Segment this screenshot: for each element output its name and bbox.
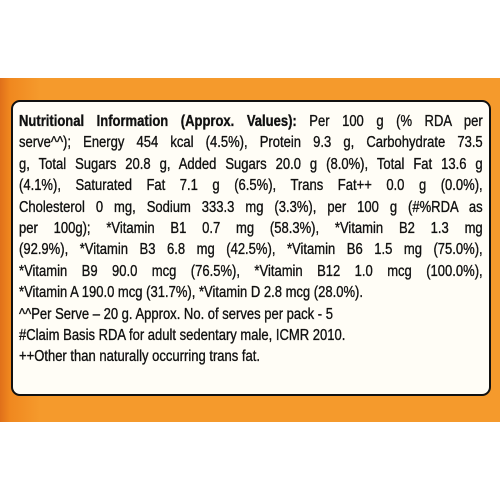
text-line: per 100g); *Vitamin B1 0.7 mg (58.3%), *… (19, 220, 483, 238)
text-line: *Vitamin B9 90.0 mcg (76.5%), *Vitamin B… (19, 262, 483, 280)
text-line: serve^^); Energy 454 kcal (4.5%), Protei… (19, 134, 483, 152)
text-line: g, Total Sugars 20.8 g, Added Sugars 20.… (19, 155, 483, 173)
panel-text: Nutritional Information (Approx. Values)… (19, 111, 483, 368)
text-line: *Vitamin A 190.0 mcg (31.7%), *Vitamin D… (19, 284, 363, 302)
text-line: Cholesterol 0 mg, Sodium 333.3 mg (3.3%)… (19, 198, 483, 216)
footnote: ^^Per Serve – 20 g. Approx. No. of serve… (19, 305, 334, 323)
heading: Nutritional Information (Approx. Values)… (19, 113, 297, 130)
text-segment: Per 100 g (% RDA per (309, 113, 483, 130)
text-line: Nutritional Information (Approx. Values)… (19, 111, 483, 132)
text-line: (92.9%), *Vitamin B3 6.8 mg (42.5%), *Vi… (19, 241, 483, 259)
text-line: (4.1%), Saturated Fat 7.1 g (6.5%), Tran… (19, 177, 483, 195)
footnote: #Claim Basis RDA for adult sedentary mal… (19, 327, 346, 345)
footnote: ++Other than naturally occurring trans f… (19, 348, 261, 366)
nutrition-panel: Nutritional Information (Approx. Values)… (11, 100, 491, 396)
